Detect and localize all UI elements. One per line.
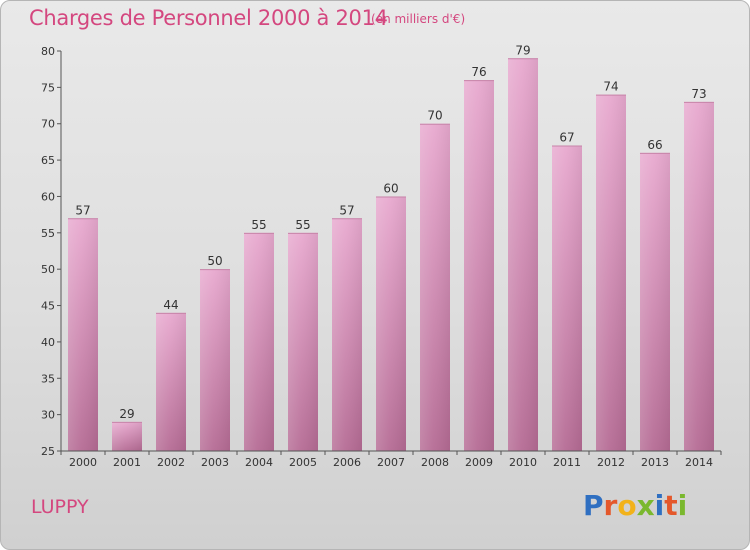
value-label-2013: 66 — [647, 138, 662, 152]
x-tick-label-2003: 2003 — [201, 456, 229, 469]
chart-subtitle: (en milliers d'€) — [371, 12, 466, 26]
commune-name: LUPPY — [31, 496, 89, 518]
logo-letter: o — [617, 489, 637, 522]
value-label-2012: 74 — [603, 80, 618, 94]
value-label-2008: 70 — [427, 109, 442, 123]
value-label-2005: 55 — [295, 218, 310, 232]
x-tick-label-2012: 2012 — [597, 456, 625, 469]
y-tick-label: 40 — [41, 336, 55, 349]
value-label-2007: 60 — [383, 181, 398, 195]
y-tick-label: 55 — [41, 227, 55, 240]
y-axis: 25 30 35 40 45 50 55 60 65 70 75 80 — [41, 45, 62, 458]
bar-sheen-2010 — [508, 58, 538, 451]
bar-sheen-2012 — [596, 94, 626, 452]
value-label-2014: 73 — [691, 87, 706, 101]
value-label-2003: 50 — [207, 254, 222, 268]
bars-group: 57 29 44 50 55 55 57 60 70 76 79 67 74 66 73 — [68, 43, 714, 452]
proxiti-logo[interactable]: Proxiti — [583, 489, 687, 522]
y-tick-label: 45 — [41, 300, 55, 313]
logo-letter: t — [664, 489, 678, 522]
x-tick-label-2002: 2002 — [157, 456, 185, 469]
x-tick-label-2001: 2001 — [113, 456, 141, 469]
bar-sheen-2003 — [200, 269, 230, 451]
chart-title: Charges de Personnel 2000 à 2014 — [29, 6, 388, 30]
x-tick-label-2000: 2000 — [69, 456, 97, 469]
value-label-2001: 29 — [119, 407, 134, 421]
bar-sheen-2013 — [640, 152, 670, 451]
bar-sheen-2000 — [68, 218, 98, 451]
bar-sheen-2005 — [288, 232, 318, 451]
x-tick-label-2006: 2006 — [333, 456, 361, 469]
x-tick-label-2008: 2008 — [421, 456, 449, 469]
bar-sheen-2006 — [332, 218, 362, 451]
logo-letter: i — [654, 489, 665, 522]
logo-letter: P — [583, 489, 604, 522]
bar-sheen-2009 — [464, 80, 494, 451]
y-tick-label: 50 — [41, 263, 55, 276]
x-tick-label-2014: 2014 — [685, 456, 713, 469]
x-tick-label-2010: 2010 — [509, 456, 537, 469]
logo-letter: x — [636, 489, 655, 522]
bar-sheen-2011 — [552, 145, 582, 451]
y-tick-label: 70 — [41, 118, 55, 131]
x-tick-label-2013: 2013 — [641, 456, 669, 469]
value-label-2009: 76 — [471, 65, 486, 79]
x-tick-label-2004: 2004 — [245, 456, 273, 469]
bar-sheen-2001 — [112, 421, 142, 451]
logo-letter: i — [677, 489, 688, 522]
value-label-2011: 67 — [559, 131, 574, 145]
value-label-2002: 44 — [163, 298, 178, 312]
bar-sheen-2014 — [684, 101, 714, 451]
x-axis: 2000 2001 2002 2003 2004 2005 2006 2007 2008 2009… — [60, 450, 722, 469]
y-tick-label: 60 — [41, 190, 55, 203]
x-tick-label-2005: 2005 — [289, 456, 317, 469]
y-tick-label: 30 — [41, 409, 55, 422]
bar-sheen-2008 — [420, 123, 450, 452]
value-label-2004: 55 — [251, 218, 266, 232]
y-tick-label: 80 — [41, 45, 55, 58]
x-tick-label-2007: 2007 — [377, 456, 405, 469]
x-tick-label-2009: 2009 — [465, 456, 493, 469]
logo-letter: r — [603, 489, 618, 522]
value-label-2006: 57 — [339, 203, 354, 217]
value-label-2000: 57 — [75, 203, 90, 217]
value-label-2010: 79 — [515, 43, 530, 57]
bar-sheen-2002 — [156, 312, 186, 451]
y-tick-label: 65 — [41, 154, 55, 167]
y-tick-label: 25 — [41, 445, 55, 458]
y-tick-label: 35 — [41, 372, 55, 385]
bar-sheen-2007 — [376, 196, 406, 451]
x-tick-label-2011: 2011 — [553, 456, 581, 469]
bar-sheen-2004 — [244, 232, 274, 451]
y-tick-label: 75 — [41, 81, 55, 94]
